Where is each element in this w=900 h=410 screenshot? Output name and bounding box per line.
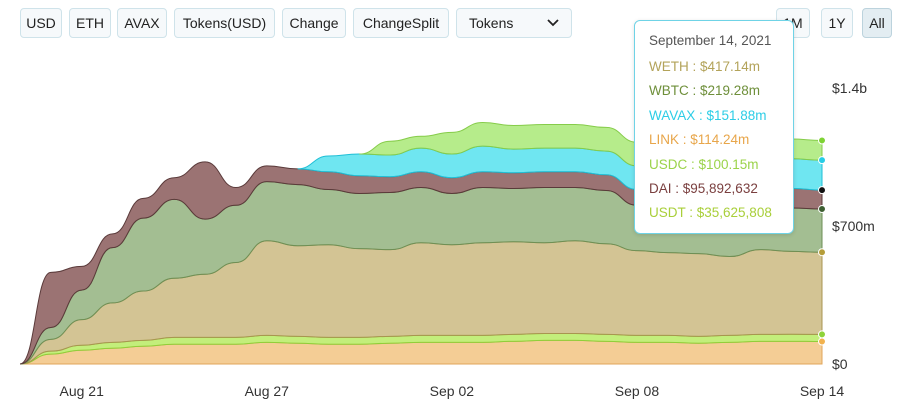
change-split-button[interactable]: ChangeSplit (353, 8, 449, 38)
chart-hover-markers (818, 136, 826, 346)
marker-usdc (818, 136, 826, 145)
x-tick-label: Aug 27 (245, 383, 290, 399)
marker-dai (818, 186, 826, 195)
marker-link (818, 337, 826, 346)
marker-weth (818, 248, 826, 257)
y-tick-label: $0 (832, 356, 848, 372)
x-tick-label: Sep 08 (615, 383, 660, 399)
tooltip-row-dai: DAI : $95,892,632 (649, 180, 758, 196)
x-tick-label: Aug 21 (60, 383, 105, 399)
y-tick-label: $1.4b (832, 80, 867, 96)
avax-button[interactable]: AVAX (117, 8, 167, 38)
marker-usdt (818, 330, 826, 339)
chart-tooltip: September 14, 2021 WETH : $417.14m WBTC :… (634, 20, 794, 234)
tooltip-row-weth: WETH : $417.14m (649, 59, 761, 74)
y-axis: $0 $700m $1.4b (832, 80, 875, 372)
y-tick-label: $700m (832, 218, 875, 234)
tooltip-date: September 14, 2021 (649, 33, 772, 48)
chevron-down-icon (547, 19, 559, 27)
x-tick-label: Sep 14 (800, 383, 845, 399)
tooltip-row-link: LINK : $114.24m (649, 132, 750, 148)
tokens-usd-button[interactable]: Tokens(USD) (174, 8, 275, 38)
usd-button[interactable]: USD (20, 8, 62, 38)
x-axis: Aug 21 Aug 27 Sep 02 Sep 08 Sep 14 (60, 383, 845, 399)
marker-wavax (818, 156, 826, 165)
eth-button[interactable]: ETH (69, 8, 111, 38)
x-tick-label: Sep 02 (430, 383, 475, 399)
token-select-dropdown[interactable]: Tokens (456, 8, 572, 38)
range-1y-button[interactable]: 1Y (821, 8, 853, 38)
toolbar: USD ETH AVAX Tokens(USD) Change ChangeSp… (0, 0, 900, 48)
tooltip-row-wavax: WAVAX : $151.88m (649, 107, 767, 123)
chart-areas (19, 121, 823, 365)
tooltip-row-usdc: USDC : $100.15m (649, 156, 759, 172)
tooltip-row-usdt: USDT : $35,625,808 (649, 205, 772, 221)
range-all-button[interactable]: All (862, 8, 892, 38)
change-button[interactable]: Change (282, 8, 346, 38)
marker-wbtc (818, 205, 826, 214)
token-select-value: Tokens (469, 15, 514, 31)
tooltip-row-wbtc: WBTC : $219.28m (649, 83, 761, 99)
